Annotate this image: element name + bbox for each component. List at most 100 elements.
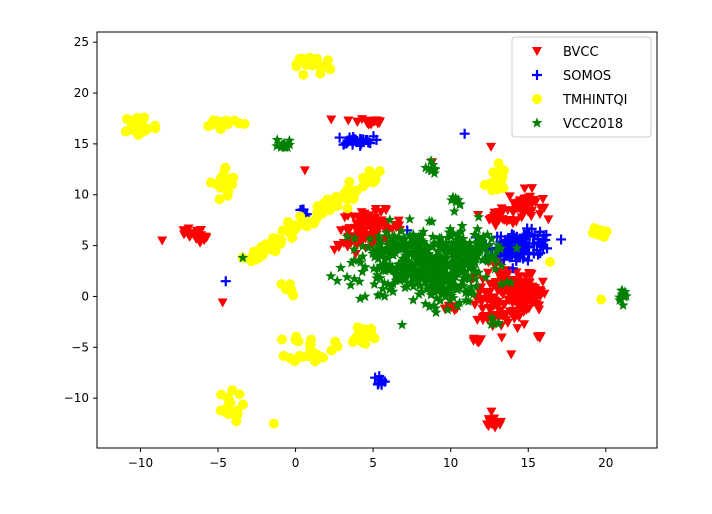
data-point xyxy=(455,225,467,237)
data-point xyxy=(419,270,431,282)
data-point xyxy=(445,290,457,301)
data-point xyxy=(294,350,305,361)
data-point xyxy=(455,238,467,249)
data-point xyxy=(370,372,381,383)
data-point xyxy=(368,222,379,232)
data-point xyxy=(375,375,386,386)
data-point xyxy=(341,230,353,242)
data-point xyxy=(359,261,371,272)
data-point xyxy=(306,60,317,71)
data-point xyxy=(407,228,419,240)
data-point xyxy=(383,244,395,255)
data-point xyxy=(523,200,534,210)
data-point xyxy=(470,273,482,284)
legend-label: VCC2018 xyxy=(563,117,623,132)
data-point xyxy=(343,194,354,205)
data-point xyxy=(473,338,484,348)
data-point xyxy=(196,231,207,241)
data-point xyxy=(182,227,193,237)
data-point xyxy=(348,243,360,255)
data-point xyxy=(426,164,438,176)
data-point xyxy=(519,195,530,205)
data-point xyxy=(425,155,437,166)
data-point xyxy=(195,238,206,248)
data-point xyxy=(428,299,440,311)
data-point xyxy=(445,194,457,205)
data-point xyxy=(424,300,436,312)
data-point xyxy=(489,263,501,274)
data-point xyxy=(460,294,472,306)
data-point xyxy=(407,294,419,305)
data-point xyxy=(436,259,448,271)
data-point xyxy=(492,239,504,250)
data-point xyxy=(410,236,422,247)
data-point xyxy=(214,194,225,205)
data-point xyxy=(422,248,434,259)
legend-box xyxy=(511,36,652,138)
data-point xyxy=(371,272,383,283)
data-point xyxy=(496,333,507,343)
data-point xyxy=(352,137,363,148)
data-point xyxy=(405,276,417,288)
data-point xyxy=(393,231,405,242)
data-point xyxy=(494,420,505,430)
data-point xyxy=(495,166,506,177)
data-point xyxy=(482,252,494,263)
data-point xyxy=(440,237,452,248)
data-point xyxy=(482,255,494,266)
legend-label: TMHINTQI xyxy=(562,93,628,108)
data-point xyxy=(483,268,494,278)
data-point xyxy=(403,257,415,269)
data-point xyxy=(426,241,438,252)
data-point xyxy=(383,259,395,270)
data-point xyxy=(354,226,365,236)
data-point xyxy=(444,223,456,234)
data-point xyxy=(301,221,312,232)
data-point xyxy=(480,288,491,298)
data-point xyxy=(415,231,426,242)
data-point xyxy=(421,240,433,251)
data-point xyxy=(413,288,425,300)
y-tick-label: −10 xyxy=(64,391,89,405)
data-point xyxy=(409,240,421,251)
data-point xyxy=(227,385,238,396)
data-point xyxy=(404,229,416,241)
data-point xyxy=(440,275,452,286)
data-point xyxy=(342,184,353,195)
data-point xyxy=(215,123,226,134)
data-point xyxy=(411,257,423,268)
legend-item-somos: SOMOS xyxy=(532,69,611,84)
series-tmhintqi xyxy=(120,52,612,429)
data-point xyxy=(342,203,353,214)
data-point xyxy=(477,304,488,314)
data-point xyxy=(398,241,409,252)
data-point xyxy=(522,255,533,266)
data-point xyxy=(495,259,507,271)
data-point xyxy=(357,240,369,252)
data-point xyxy=(477,230,489,242)
data-point xyxy=(435,263,447,274)
data-point xyxy=(473,266,485,278)
data-point xyxy=(392,270,404,282)
data-point xyxy=(475,294,486,304)
data-point xyxy=(352,240,363,250)
data-point xyxy=(414,279,426,290)
data-point xyxy=(399,274,411,285)
data-point xyxy=(428,261,440,273)
data-point xyxy=(485,318,497,330)
data-point xyxy=(132,112,143,123)
data-point xyxy=(526,206,537,216)
data-point xyxy=(528,248,539,259)
y-tick-label: 0 xyxy=(81,289,89,303)
data-point xyxy=(452,194,464,205)
legend-item-tmhintqi: TMHINTQI xyxy=(532,93,628,108)
data-point xyxy=(528,296,539,306)
data-point xyxy=(376,216,387,226)
data-point xyxy=(485,249,497,261)
data-point xyxy=(482,228,493,240)
data-point xyxy=(534,210,545,220)
data-point xyxy=(429,286,441,298)
data-point xyxy=(456,275,468,286)
data-point xyxy=(389,269,401,280)
data-point xyxy=(454,252,466,263)
